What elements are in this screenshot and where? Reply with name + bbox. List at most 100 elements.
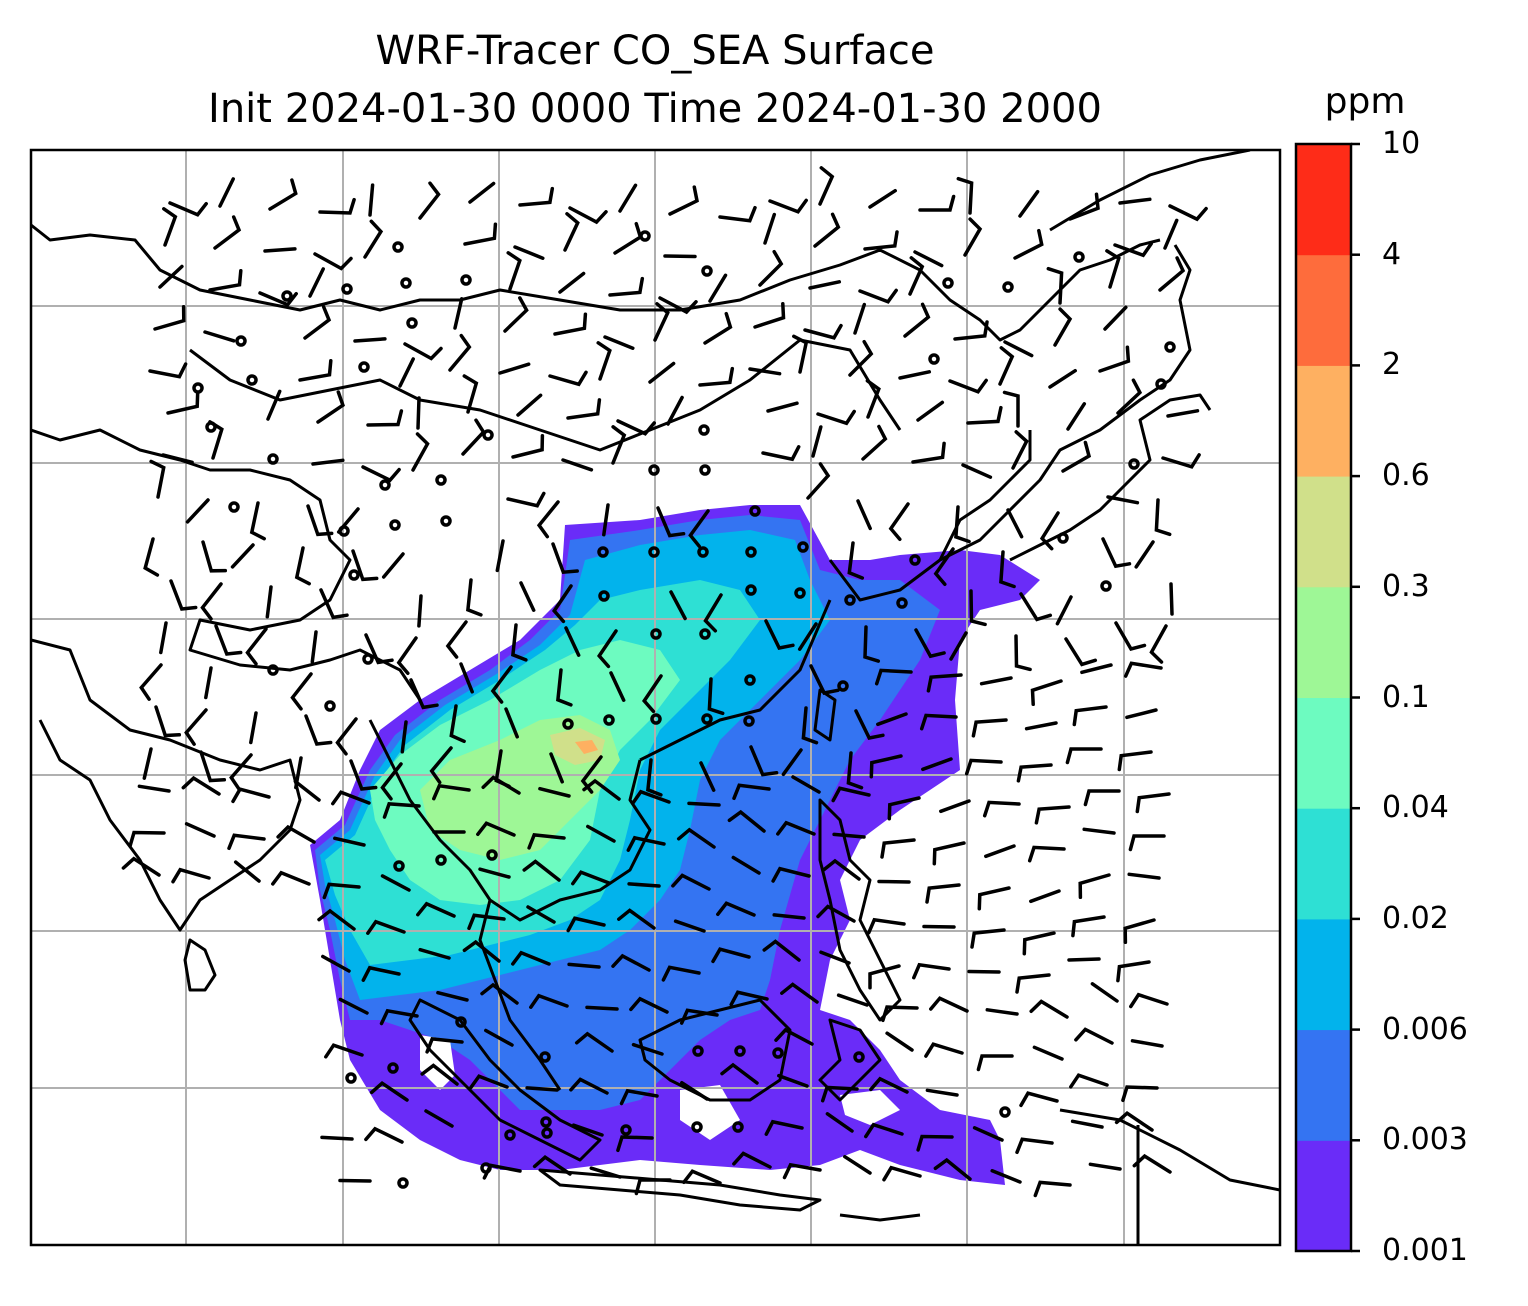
wind-barb [208,420,224,460]
wind-barb [629,996,669,1014]
wind-barb [571,870,611,886]
wind-barb [304,714,333,746]
wind-barb [869,754,903,779]
wind-barb [159,621,168,655]
wind-barb [294,546,311,586]
wind-barb [806,462,831,500]
wind-barb [716,901,756,917]
wind-barb [1018,189,1040,218]
wind-barb [729,990,769,1007]
wind-barb [961,463,993,479]
wind-barb [641,674,663,714]
colorbar-segment [1296,918,1351,1031]
wind-barb [1027,845,1066,863]
wind-barb [867,917,906,935]
wind-barb [1014,634,1032,672]
wind-barb [953,320,989,341]
wind-barb [608,276,645,297]
wind-calm-circle [794,587,806,599]
wind-barb [468,181,496,204]
wind-barb [418,181,441,220]
colorbar-tick-label: 0.1 [1382,679,1430,715]
wind-barb [663,254,697,259]
wind-barb [698,366,735,387]
wind-barb [949,631,968,661]
field-level-0.3 [550,728,605,765]
wind-barb [954,505,971,544]
wind-barb [233,860,261,883]
wind-barb [349,759,378,791]
wind-barb [854,709,885,740]
wind-barb [1071,915,1106,938]
wind-barb [585,1005,619,1011]
wind-barb [271,870,311,886]
wind-calm-circle [393,860,405,872]
wind-barb [586,824,616,843]
field-gap-banda [840,1090,900,1125]
coastline-taiwan [813,688,837,742]
wind-barb [567,962,601,969]
wind-barb [703,593,723,633]
wind-barb [306,504,334,537]
wind-calm-circle [1164,341,1176,353]
wind-calm-circle [504,1129,516,1141]
wind-barb [322,882,361,900]
wind-barb [324,1043,364,1059]
wind-barb [453,297,464,330]
colorbar-unit: ppm [1324,81,1406,122]
wind-calm-circle [281,290,293,302]
wind-barb [571,1123,604,1137]
wind-barb [882,1165,922,1182]
wind-barb [311,458,345,466]
wind-calm-circle [648,464,660,476]
wind-barb [227,833,266,851]
wind-barb [885,1031,914,1052]
wind-barb [922,924,956,929]
colorbar-tick-label: 10 [1382,126,1421,161]
wind-barb [864,1122,904,1139]
wind-barb [504,707,519,739]
wind-barb [990,1169,1022,1184]
wind-barb [218,177,235,208]
wind-barb [903,302,931,338]
wind-calm-circle [345,1072,357,1084]
wind-barb [265,585,273,619]
wind-barb [1118,197,1152,205]
wind-barb [792,334,809,374]
wind-barb [561,458,594,472]
wind-calm-circle [692,1045,704,1057]
wind-barb [648,361,676,384]
wind-barb [336,507,360,534]
wind-barb [631,789,671,805]
wind-calm-circle [598,590,610,602]
wind-barb [185,498,210,524]
wind-barb [436,990,469,1002]
wind-calm-circle [837,680,849,692]
colorbar-tick-label: 4 [1382,236,1402,272]
wind-barb [310,630,318,664]
wind-barb [563,212,580,252]
wind-barb [268,178,298,211]
wind-barb [813,212,841,248]
coastline-sri-lanka [183,938,217,992]
wind-barb [1121,1085,1159,1103]
wind-barb [208,269,243,292]
wind-barb [556,668,573,707]
wind-barb [609,671,626,702]
wind-barb [646,758,663,797]
wind-barb [445,620,468,659]
wind-barb [161,453,194,465]
wind-barb [653,302,670,342]
wind-barb [776,820,816,836]
wind-barb [171,867,211,884]
wind-calm-circle [797,541,809,553]
wind-barb [1132,1153,1172,1174]
colorbar-tick-label: 0.003 [1382,1122,1468,1158]
wind-calm-circle [697,546,709,558]
coastline-china-east [828,244,1192,602]
wind-barb [263,247,297,253]
wind-barb [966,405,1003,425]
wind-barb [506,491,546,508]
wind-barb [331,790,371,806]
plot-title-line-2: Init 2024-01-30 0000 Time 2024-01-30 200… [208,86,1102,132]
